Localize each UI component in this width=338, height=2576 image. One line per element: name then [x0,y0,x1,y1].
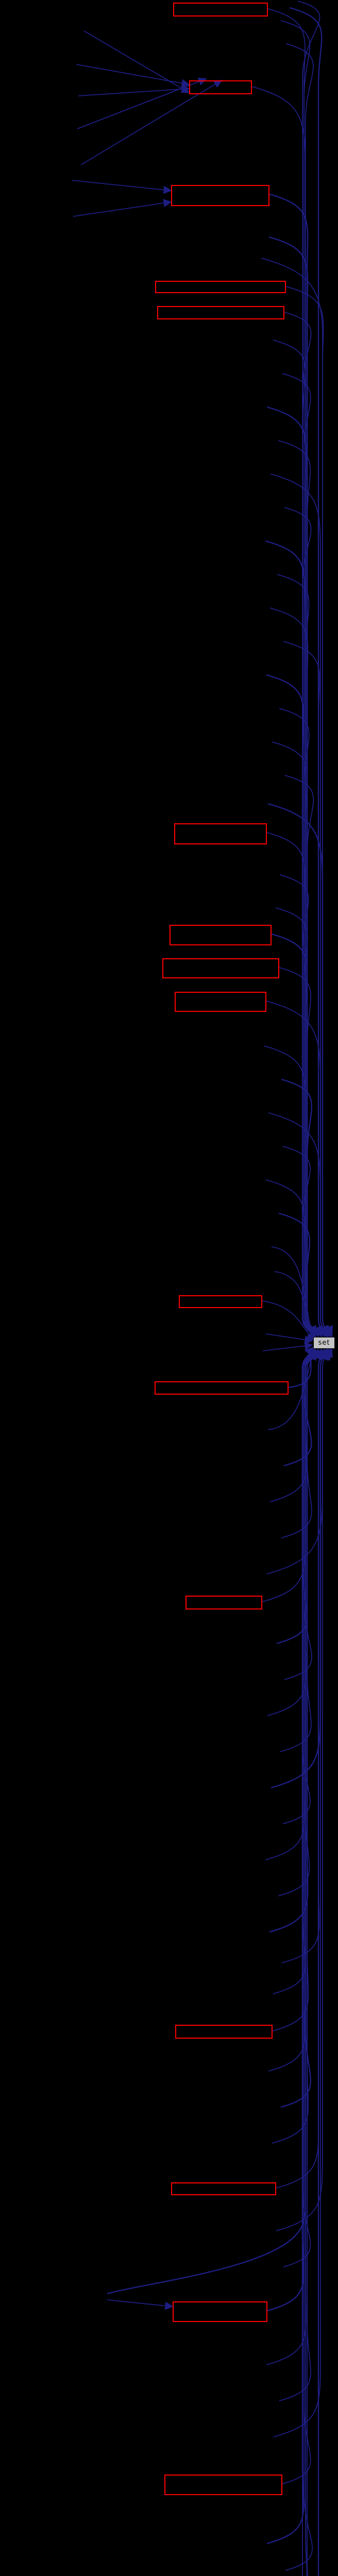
graph-node-5[interactable] [157,306,284,319]
edge-lines [72,1,333,2576]
graph-node-1[interactable] [173,3,268,16]
graph-node-10[interactable] [179,1295,262,1308]
graph-node-4[interactable] [155,281,286,293]
graph-node-2[interactable] [189,80,252,94]
graph-node-15[interactable] [173,2301,267,2322]
graph-node-13[interactable] [175,2025,273,2039]
graph-node-11[interactable] [155,1381,289,1395]
graph-node-8[interactable] [162,958,279,978]
graph-node-9[interactable] [175,992,266,1012]
graph-node-14[interactable] [171,2182,276,2195]
center-node: set [313,1337,335,1349]
graph-node-7[interactable] [170,925,272,945]
graph-node-3[interactable] [171,185,269,206]
graph-node-12[interactable] [185,1596,262,1609]
graph-node-16[interactable] [164,2475,282,2495]
graph-node-6[interactable] [174,823,267,844]
center-node-label: set [318,1339,330,1347]
